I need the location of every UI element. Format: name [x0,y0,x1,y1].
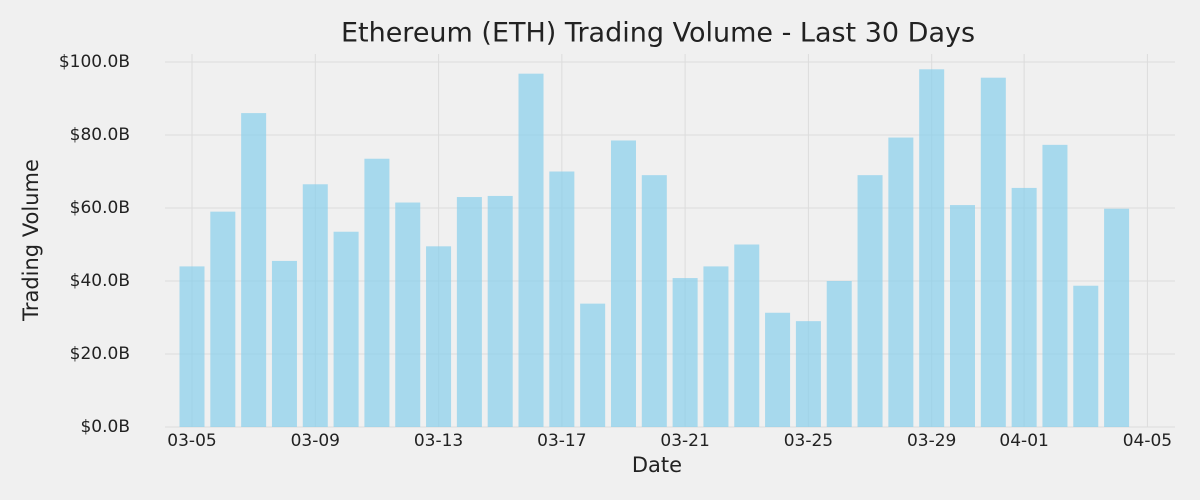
bar [950,205,975,427]
x-tick-label: 03-17 [537,431,586,451]
bar [980,77,1006,427]
x-tick-label: 03-25 [784,431,833,451]
bar [641,175,667,427]
x-axis-label: Date [632,453,682,477]
x-tick-label: 03-29 [907,431,956,451]
bar [919,69,945,428]
bar [765,312,791,427]
bar [857,175,883,427]
bar [426,246,452,427]
bar [210,211,236,427]
bar [271,260,297,427]
bar [333,231,359,427]
y-tick-label: $40.0B [70,271,130,291]
bar [456,197,482,427]
y-tick-label: $20.0B [70,344,130,364]
bar [826,281,852,427]
bar [518,73,544,428]
x-tick-label: 03-21 [660,431,709,451]
bar [395,202,421,427]
bar [549,171,575,427]
y-tick-label: $100.0B [59,52,130,72]
x-tick-label: 03-09 [291,431,340,451]
x-tick-label: 03-05 [167,431,216,451]
chart-title: Ethereum (ETH) Trading Volume - Last 30 … [341,18,975,49]
bar [1011,187,1037,427]
x-tick-label: 04-01 [999,431,1048,451]
bar [1073,285,1099,427]
bar [703,266,729,427]
bar [888,137,914,427]
bar [241,113,267,427]
x-tick-label: 04-05 [1123,431,1172,451]
bar [179,266,205,427]
bar [364,158,390,427]
y-axis-label: Trading Volume [19,159,43,322]
bar [302,184,328,427]
y-tick-label: $0.0B [80,417,130,437]
y-tick-label: $80.0B [70,125,130,145]
bar [672,278,698,427]
bar [580,303,606,427]
bar [1042,144,1068,428]
bar [1104,208,1130,427]
bar [734,244,760,427]
bar [610,140,636,427]
y-tick-label: $60.0B [70,198,130,218]
x-tick-label: 03-13 [414,431,463,451]
bar [487,195,513,427]
bar [795,321,821,427]
